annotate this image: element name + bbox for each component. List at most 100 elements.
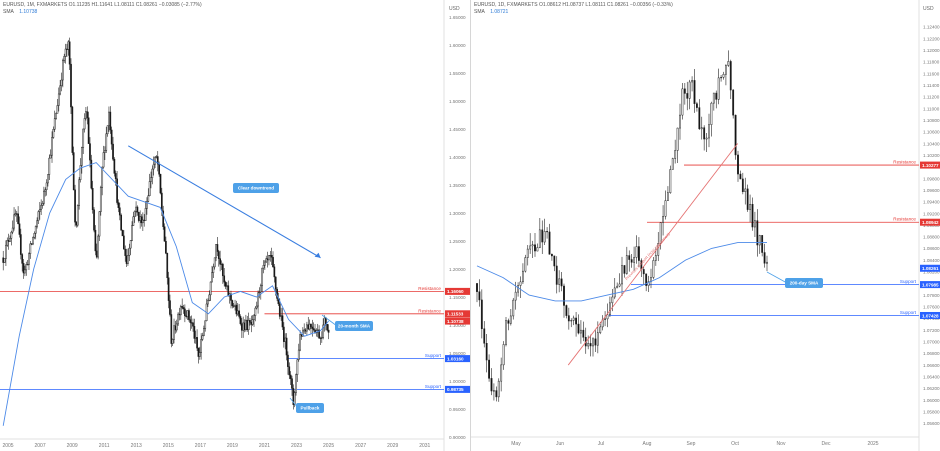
candle-body <box>676 127 679 151</box>
candle-body <box>213 257 216 268</box>
candle-body <box>217 251 220 259</box>
candle-body <box>245 319 247 331</box>
right-chart-panel[interactable]: USD 1.12400 1.12200 1.12000 1.11800 1.11600 1.… <box>471 0 940 451</box>
candle-body <box>625 255 628 274</box>
candle-body <box>483 328 486 344</box>
candle-body <box>669 169 672 193</box>
x-tick-label: Dec <box>822 441 831 447</box>
candle-body <box>283 326 285 342</box>
candle-body <box>254 307 257 316</box>
y-tick-label: 1.07200 <box>923 328 940 333</box>
candle-body <box>10 231 13 239</box>
annotation-pullback-box <box>296 403 324 413</box>
candle-body <box>274 276 277 290</box>
candle-body <box>662 216 664 223</box>
candle-body <box>17 213 19 225</box>
candle-body <box>135 206 137 212</box>
y-tick-label: 1.12400 <box>923 25 940 30</box>
candle-body <box>565 305 568 316</box>
candle-body <box>495 390 498 398</box>
y-tick-label: 1.05800 <box>923 409 940 414</box>
x-tick-label: 2029 <box>387 443 398 449</box>
candle-body <box>15 213 18 215</box>
candle-body <box>151 168 154 178</box>
y-tick-label: 0.90000 <box>449 435 466 440</box>
current-price-tag <box>445 317 470 325</box>
candle-body <box>80 147 83 166</box>
downtrend-arrow-head <box>314 252 321 258</box>
right-chart-header: EURUSD, 1D, FXMARKETS O1.08612 H1.08737 … <box>474 2 673 16</box>
candle-body <box>186 310 189 317</box>
candle-body <box>679 114 681 129</box>
trendline-label: Previous support (now resistance) <box>624 231 671 281</box>
y-tick-label: 0.95000 <box>449 407 466 412</box>
candle-body <box>505 320 507 345</box>
currency-label: USD <box>449 6 460 12</box>
candle-body <box>83 118 86 130</box>
candle-body <box>754 220 756 228</box>
candle-body <box>175 323 178 331</box>
candle-body <box>60 79 63 87</box>
right-chart-svg[interactable]: USD 1.12400 1.12200 1.12000 1.11800 1.11600 1.… <box>471 0 940 451</box>
left-chart-panel[interactable]: USD 1.65000 1.60000 1.55000 1.50000 1.45000 1.… <box>0 0 470 451</box>
candle-body <box>216 244 219 252</box>
candle-body <box>78 179 80 206</box>
x-tick-label: Jun <box>556 441 564 447</box>
candle-body <box>44 189 47 192</box>
candle-body <box>575 317 577 325</box>
candle-body <box>265 258 268 263</box>
x-tick-label: 2007 <box>35 443 46 449</box>
candle-body <box>635 246 638 258</box>
candle-body <box>238 310 240 317</box>
candle-body <box>247 320 250 331</box>
y-tick-label: 1.07000 <box>923 340 940 345</box>
candle-body <box>285 337 288 356</box>
candle-body <box>599 326 602 333</box>
x-tick-label: 2025 <box>867 441 878 447</box>
candle-body <box>55 113 57 119</box>
candle-body <box>257 292 259 307</box>
candle-body <box>766 261 768 264</box>
candle-body <box>645 273 648 286</box>
candle-body <box>63 56 66 61</box>
candle-body <box>221 263 224 277</box>
candle-body <box>514 291 517 301</box>
level-price-tag-text: 1.10277 <box>922 163 939 168</box>
y-tick-label: 1.08200 <box>923 270 940 275</box>
candle-body <box>261 267 264 287</box>
level-label: Resistance <box>418 286 441 291</box>
candle-body <box>227 285 230 297</box>
candle-body <box>272 257 274 268</box>
candle-body <box>18 223 21 235</box>
candle-body <box>273 266 276 278</box>
level-label: Support <box>425 353 442 358</box>
candle-body <box>188 310 190 320</box>
candle-body <box>758 235 761 246</box>
candle-body <box>131 225 133 241</box>
x-tick-label: 2015 <box>163 443 174 449</box>
candle-body <box>30 243 33 245</box>
candle-body <box>127 255 129 264</box>
candle-body <box>143 219 146 221</box>
candle-body <box>178 313 181 316</box>
downtrend-arrow <box>127 145 321 259</box>
candle-body <box>555 265 558 285</box>
candle-body <box>543 231 546 243</box>
candle-body <box>546 231 548 233</box>
y-tick-label: 1.09800 <box>923 176 940 181</box>
candle-body <box>281 315 284 328</box>
candle-body <box>110 129 113 145</box>
level-label: Support <box>425 384 442 389</box>
left-chart-header: EURUSD, 1M, FXMARKETS O1.11235 H1.11641 … <box>3 2 202 16</box>
candle-body <box>580 329 582 334</box>
candle-body <box>173 325 175 340</box>
y-tick-label: 1.50000 <box>449 99 466 104</box>
left-chart-svg[interactable]: USD 1.65000 1.60000 1.55000 1.50000 1.45000 1.… <box>0 0 470 451</box>
y-tick-label: 1.08400 <box>923 258 940 263</box>
candle-body <box>232 305 235 307</box>
candle-body <box>86 111 89 119</box>
candle-body <box>763 252 766 264</box>
candle-body <box>139 216 141 221</box>
candle-body <box>38 208 41 212</box>
candle-body <box>490 378 493 392</box>
